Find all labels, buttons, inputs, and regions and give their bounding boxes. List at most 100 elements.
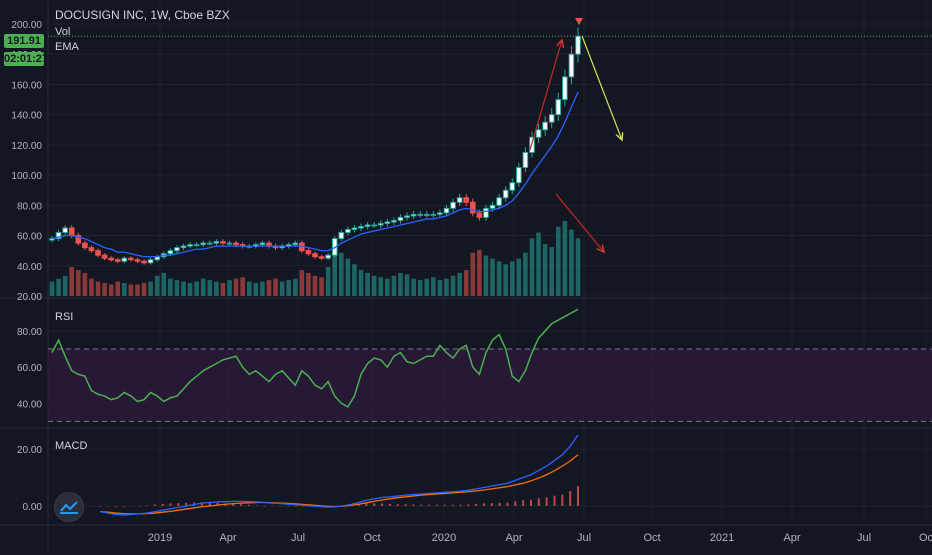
volume-bar (246, 281, 252, 296)
candle-body (423, 213, 430, 216)
volume-bar (385, 278, 390, 296)
macd-histogram-bar (185, 502, 188, 506)
volume-bar (128, 284, 134, 296)
time-axis-tick-label: Apr (219, 532, 236, 544)
macd-panel-label[interactable]: MACD (55, 440, 88, 452)
candle-body (220, 241, 226, 244)
volume-bar (279, 281, 285, 296)
volume-bar (398, 272, 403, 296)
candle-body (193, 244, 200, 247)
candle-body (147, 259, 154, 264)
candle-body (338, 232, 345, 240)
macd-histogram-bar (482, 503, 485, 506)
up-trend-arrow (529, 40, 562, 151)
volume-bar (352, 264, 357, 296)
ema-indicator-label[interactable]: EMA (55, 41, 79, 53)
macd-histogram-bar (365, 503, 368, 506)
volume-bar (325, 267, 331, 296)
macd-histogram-bar (279, 505, 282, 507)
candle-body (489, 204, 496, 209)
signal-line (99, 454, 579, 515)
candle-body (351, 227, 358, 231)
macd-histogram-bar (467, 504, 470, 506)
volume-bar (95, 281, 101, 296)
volume-bar (417, 280, 423, 296)
macd-histogram-bar (153, 504, 156, 506)
macd-histogram-bar (522, 500, 525, 506)
candle-body (358, 225, 364, 229)
candle-body (233, 242, 239, 246)
time-axis-tick-label: Jul (291, 532, 305, 544)
time-axis-tick-label: 2019 (148, 532, 172, 544)
candle-body (259, 242, 266, 246)
volume-bar (200, 278, 206, 296)
candle-body (292, 242, 299, 246)
volume-bar (319, 277, 324, 296)
macd-histogram-bar (161, 503, 164, 506)
macd-histogram-bar (545, 497, 548, 506)
macd-histogram-bar (294, 505, 297, 507)
volume-bar (260, 281, 265, 296)
volume-bar (332, 246, 338, 296)
candle-body (88, 247, 95, 252)
macd-histogram-bar (271, 505, 274, 507)
time-axis-tick-label: Oct (643, 532, 660, 544)
rsi-panel-label[interactable]: RSI (55, 311, 74, 323)
volume-bar (56, 278, 61, 296)
candle-body (555, 99, 562, 116)
candle-body (502, 189, 509, 199)
macd-axis-tick-label: 0.00 (23, 502, 43, 513)
volume-bar (490, 258, 495, 296)
volume-bar (253, 283, 259, 296)
price-axis-tick-label: 60.00 (17, 232, 42, 243)
macd-histogram-bar (396, 504, 399, 506)
volume-bar (358, 270, 364, 296)
volume-bar (207, 280, 213, 296)
volume-bar (365, 272, 370, 296)
volume-bar (391, 275, 397, 296)
macd-histogram-bar (200, 502, 203, 506)
price-axis-tick-label: 140.00 (11, 111, 42, 122)
candle-body (568, 53, 575, 78)
volume-bar (306, 272, 311, 296)
candle-body (121, 257, 128, 262)
macd-histogram-bar (498, 502, 501, 506)
candle-body (542, 121, 548, 131)
price-axis-tick-label: 40.00 (17, 262, 42, 273)
candle-body (128, 257, 134, 261)
rsi-line (51, 308, 579, 408)
macd-histogram-bar (138, 505, 141, 507)
macd-histogram-bar (506, 502, 509, 506)
candle-body (483, 207, 489, 218)
candle-body (463, 197, 470, 203)
rsi-band (48, 349, 932, 422)
macd-histogram-bar (435, 504, 438, 506)
macd-histogram-bar (302, 505, 305, 507)
volume-bar (575, 238, 581, 296)
candle-body (391, 219, 397, 223)
volume-bar (450, 275, 456, 296)
chart-title: DOCUSIGN INC, 1W, Cboe BZX (55, 8, 230, 22)
volume-bar (69, 267, 75, 296)
volume-bar (523, 252, 528, 296)
volume-indicator-label[interactable]: Vol (55, 26, 71, 38)
volume-bar (371, 275, 377, 296)
candle-body (430, 213, 437, 216)
forecast-down-arrow (581, 35, 622, 140)
volume-bar (122, 283, 127, 296)
candle-body (562, 76, 568, 101)
candle-body (417, 213, 424, 216)
tradingview-logo-icon[interactable] (54, 492, 84, 522)
time-axis-tick-label: Apr (505, 532, 522, 544)
price-axis-tick-label: 80.00 (17, 201, 42, 212)
candle-body (187, 244, 193, 247)
macd-histogram-bar (122, 505, 125, 508)
candle-body (437, 212, 443, 215)
volume-bar (549, 246, 555, 296)
candle-body (305, 250, 312, 255)
volume-bar (378, 277, 384, 296)
volume-bar (148, 281, 153, 296)
volume-bar (411, 278, 416, 296)
